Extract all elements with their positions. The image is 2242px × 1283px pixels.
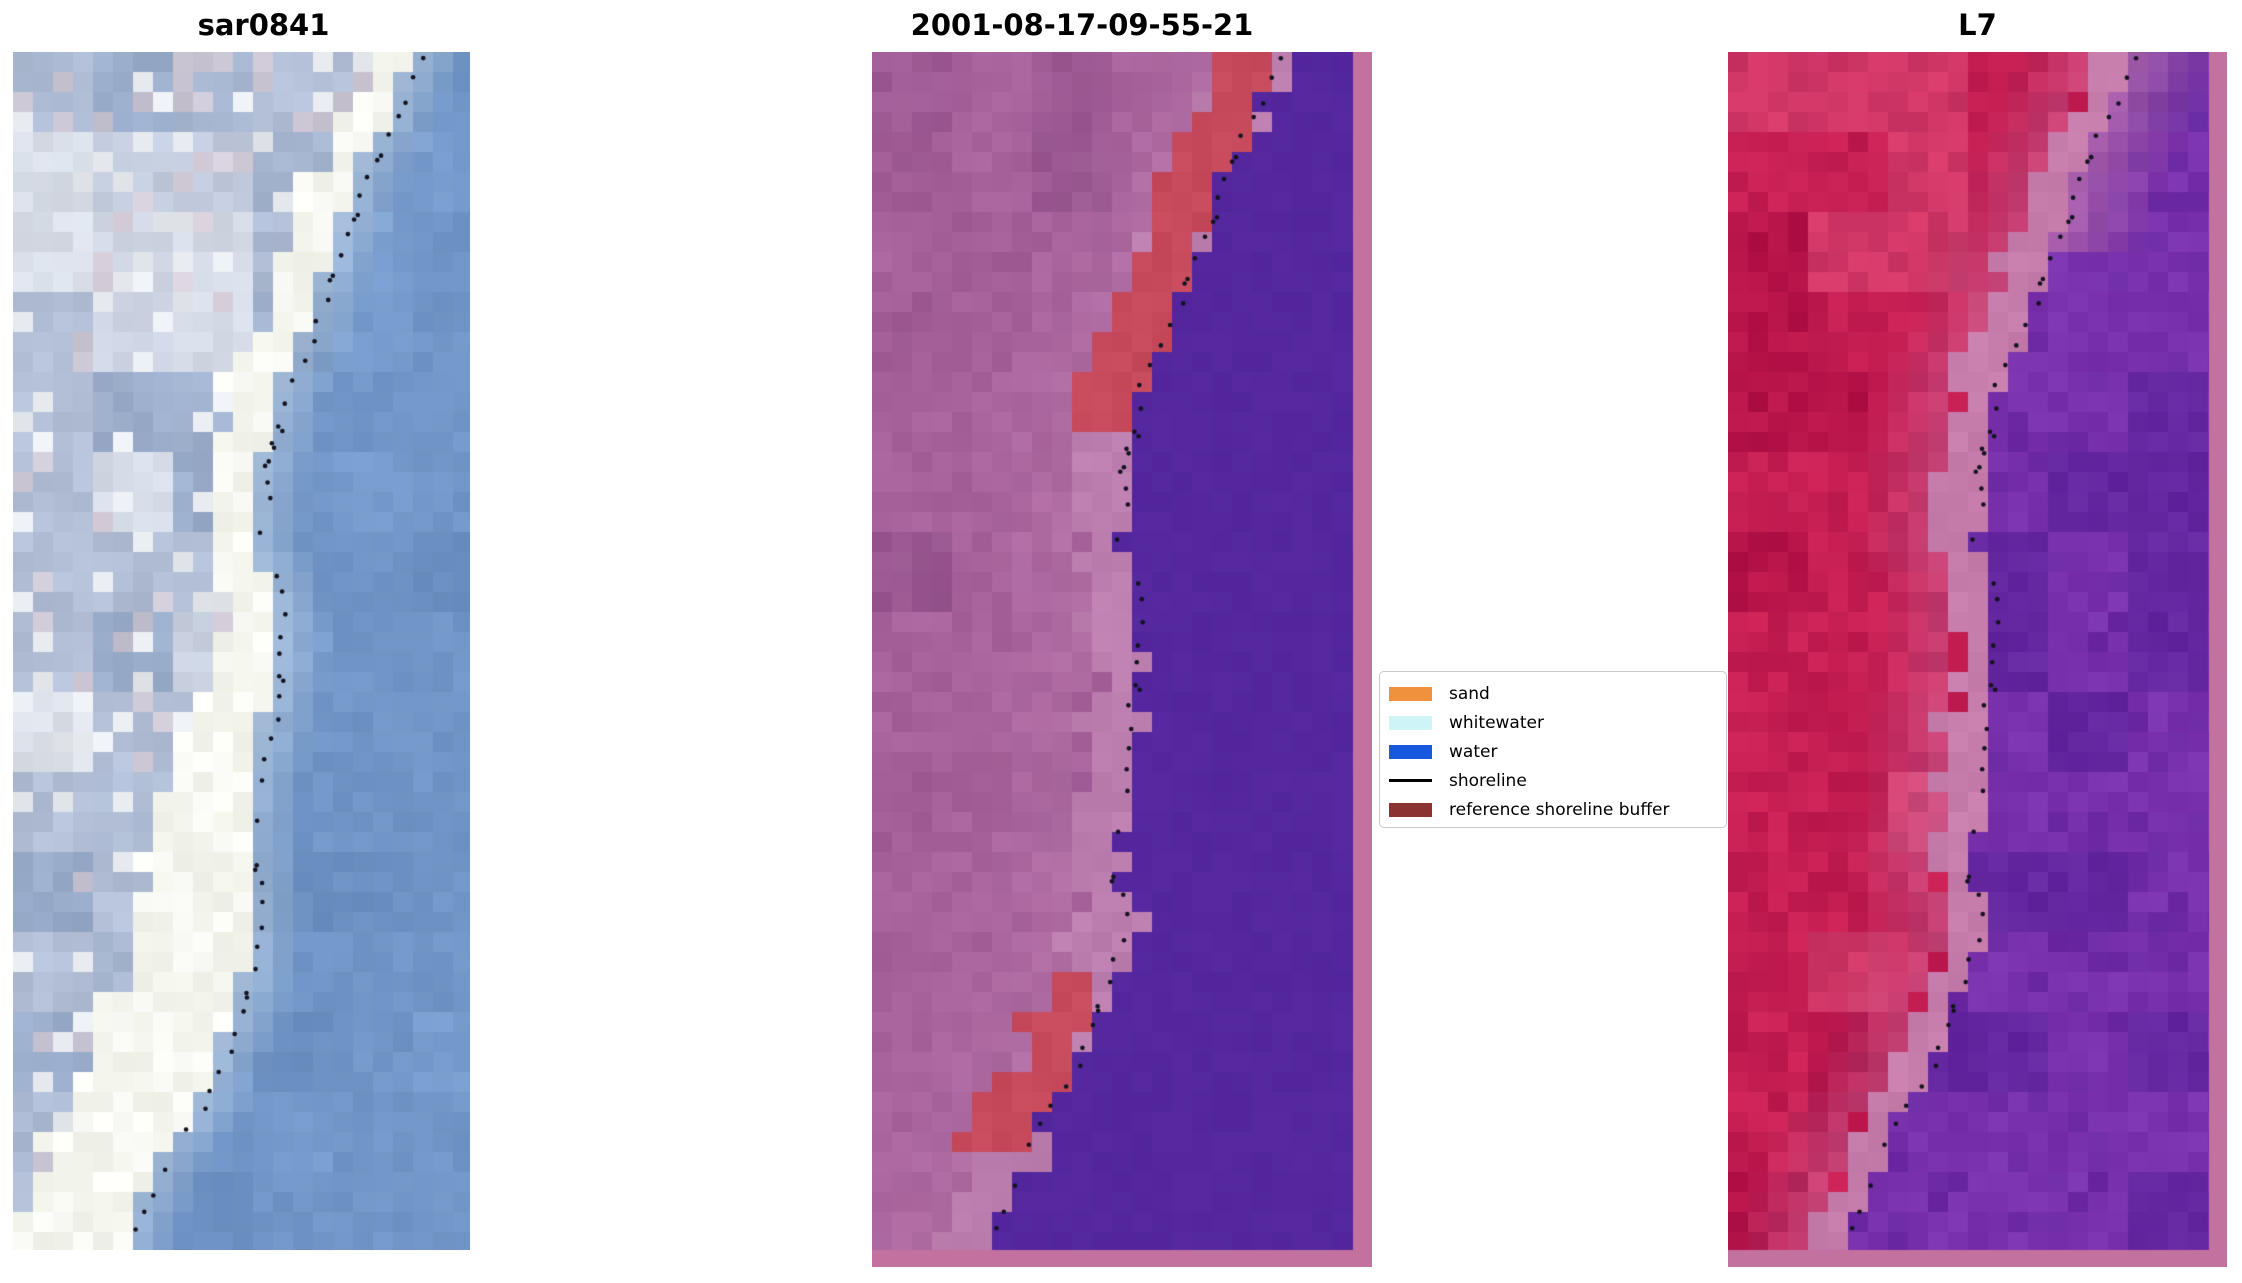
- whitewater-swatch-icon: [1389, 715, 1432, 730]
- legend-item-reference-buffer: reference shoreline buffer: [1389, 795, 1716, 824]
- panel-title-l7: L7: [1958, 8, 1997, 42]
- panel-classified: [872, 52, 1372, 1267]
- legend-item-whitewater: whitewater: [1389, 708, 1716, 737]
- legend-label-water: water: [1449, 741, 1498, 762]
- l7-image: [1728, 52, 2227, 1267]
- reference-buffer-swatch-icon: [1389, 802, 1432, 817]
- panel-title-sar0841: sar0841: [197, 8, 330, 42]
- water-swatch-icon: [1389, 744, 1432, 759]
- legend-item-shoreline: shoreline: [1389, 766, 1716, 795]
- classified-image: [872, 52, 1372, 1267]
- panel-title-datetime: 2001-08-17-09-55-21: [910, 8, 1254, 42]
- legend-item-sand: sand: [1389, 679, 1716, 708]
- legend: sand whitewater water shoreline referenc…: [1379, 671, 1727, 828]
- legend-item-water: water: [1389, 737, 1716, 766]
- sand-swatch-icon: [1389, 686, 1432, 701]
- legend-label-sand: sand: [1449, 683, 1490, 704]
- sar-image: [13, 52, 470, 1250]
- legend-label-whitewater: whitewater: [1449, 712, 1544, 733]
- panel-l7: [1728, 52, 2227, 1267]
- legend-label-shoreline: shoreline: [1449, 770, 1527, 791]
- shoreline-line-icon: [1389, 779, 1432, 782]
- legend-label-reference-buffer: reference shoreline buffer: [1449, 799, 1670, 820]
- panel-sar0841: [13, 52, 470, 1250]
